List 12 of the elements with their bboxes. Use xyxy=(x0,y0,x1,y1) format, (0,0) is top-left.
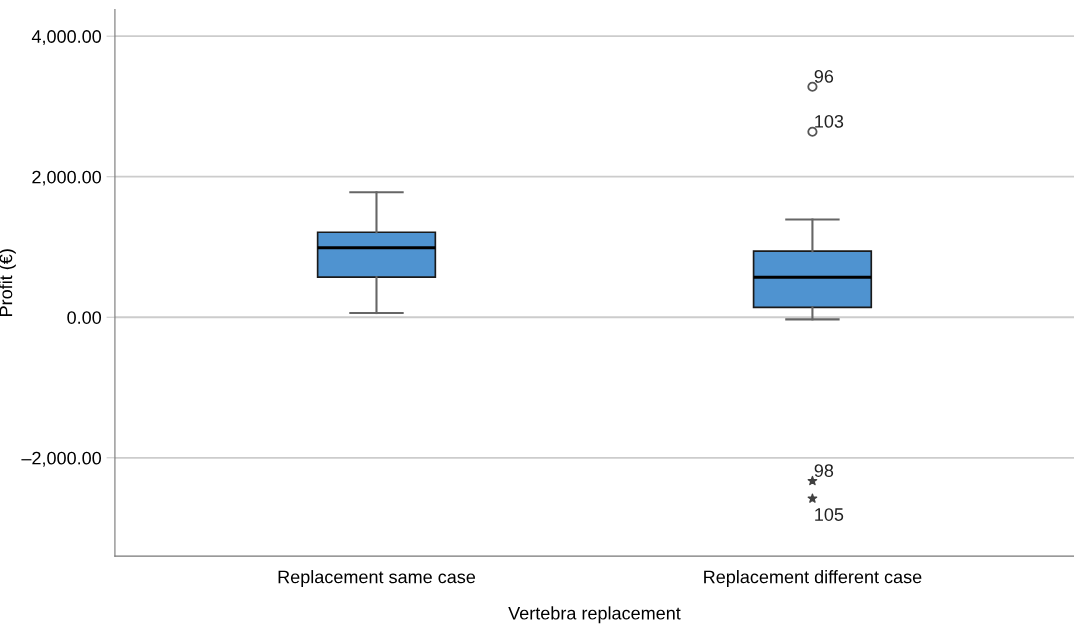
y-axis-title: Profit (€) xyxy=(0,249,16,316)
x-tick-label: Replacement same case xyxy=(278,570,476,587)
annotation: 105 xyxy=(815,508,844,521)
annotation: 103 xyxy=(815,114,844,128)
y-tick-label: 0.00 xyxy=(67,311,102,324)
annotation: 96 xyxy=(814,70,834,83)
annotation: 98 xyxy=(814,464,834,477)
y-tick-label: 2,000.00 xyxy=(32,170,102,186)
x-tick-label: Replacement different case xyxy=(704,570,922,587)
y-tick-label: –2,000.00 xyxy=(21,451,102,467)
y-tick-label: 4,000.00 xyxy=(31,30,102,46)
x-axis-title: Vertebra replacement xyxy=(508,606,681,624)
